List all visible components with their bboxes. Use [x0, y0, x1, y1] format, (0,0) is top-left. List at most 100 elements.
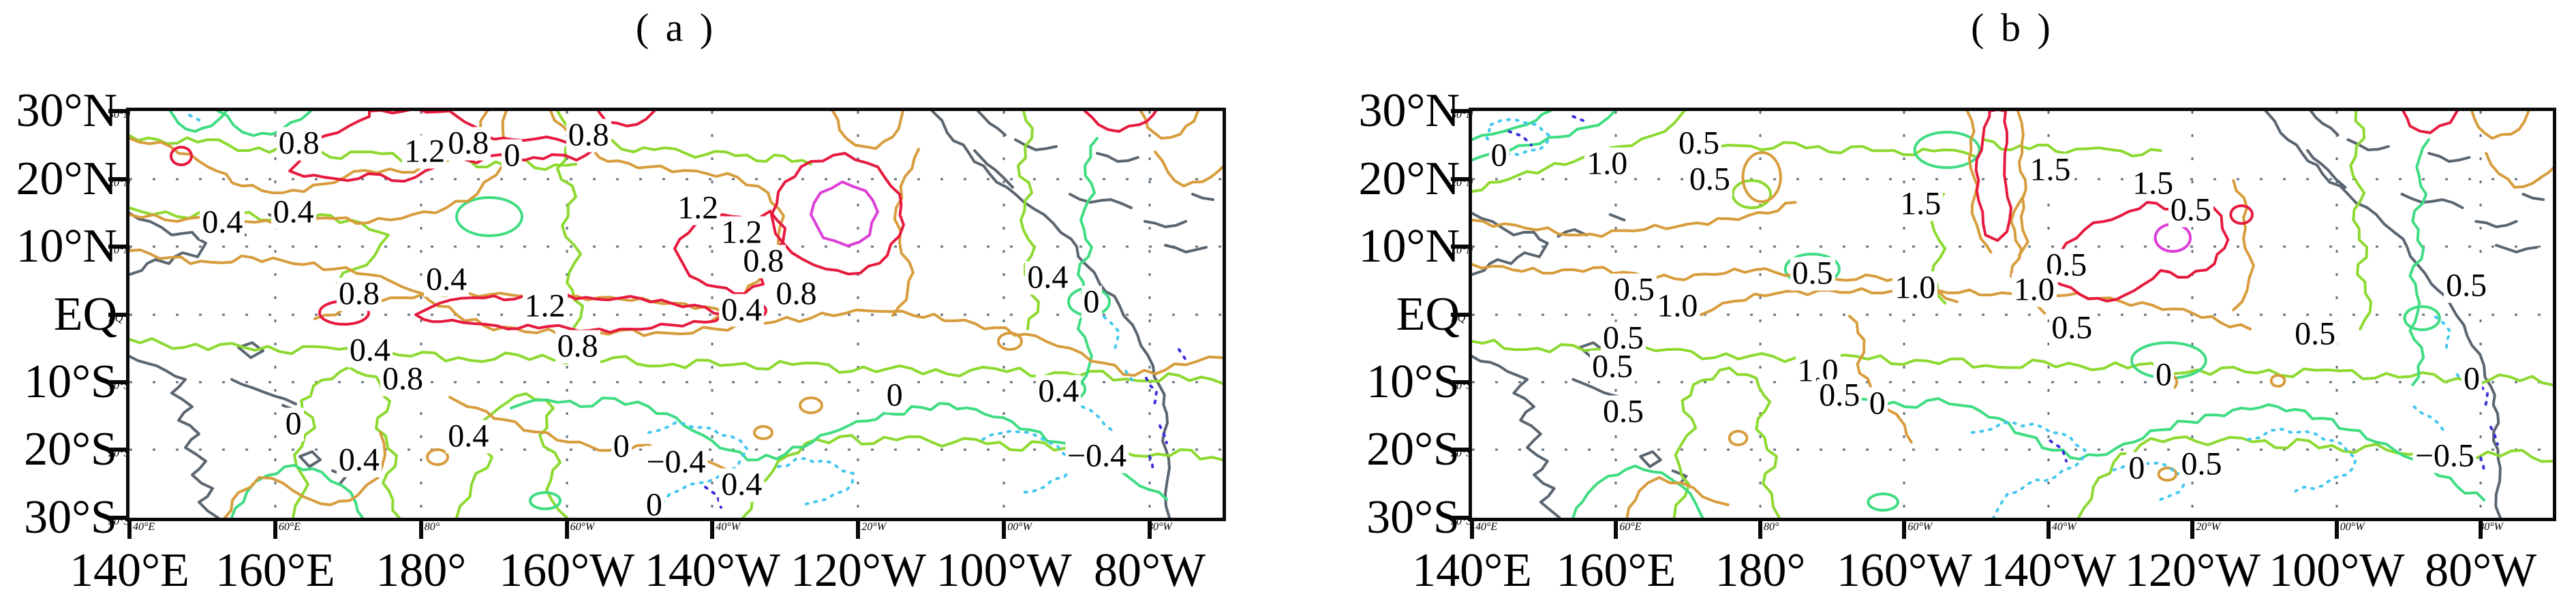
contour-label: 0.5: [1790, 256, 1835, 291]
x-axis-label: 100°W: [936, 544, 1072, 592]
panel-b-x-axis-ticks: 140°E 160°E 180° 160°W 140°W 120°W 100°W 80°W: [1470, 111, 2553, 539]
graticule-lat-line: [129, 313, 1223, 315]
contour-label: 0.8: [336, 277, 382, 311]
contour-label: 1.2: [402, 134, 448, 169]
contour-label: 0.8: [276, 126, 322, 161]
x-axis-tick: 160°W: [1902, 521, 1932, 539]
contour-label: 1.2: [675, 191, 721, 225]
contour-label: 0.5: [1611, 272, 1657, 307]
contour-label: 1.0: [1892, 270, 1938, 305]
x-axis-label: 160°W: [1836, 544, 1972, 592]
contour-label: 0.4: [1025, 260, 1071, 295]
x-axis-label: 100°W: [2269, 544, 2405, 592]
contour-map-b: [1472, 111, 2553, 518]
graticule-lat-line: [1472, 245, 2553, 248]
x-axis-label: 160°W: [499, 544, 635, 592]
y-axis-label: 30°S: [1366, 491, 1460, 544]
contour-label: 0.4: [336, 443, 382, 478]
contour-label: 0.8: [380, 362, 425, 396]
graticule-lon-line: [2479, 111, 2482, 518]
contour-label: 0.5: [2044, 248, 2089, 283]
y-axis-tick: 20°N: [108, 176, 132, 189]
graticule-lon-line: [274, 111, 277, 518]
contour-label: 0.8: [555, 330, 600, 364]
x-axis-label: 160°E: [215, 544, 335, 592]
panel-b-contour-labels: 0 1.0 0.5 0.5 1.5 1.5 1.5 0.5 0.5 0.5 0.5 1.0 1.0 1.0…: [1472, 111, 2553, 518]
y-axis-label: 10°S: [1366, 356, 1460, 409]
y-axis-tick: 20°S: [1451, 448, 1472, 460]
y-axis-tick: 10°S: [108, 380, 129, 392]
x-axis-tick: 140°W: [710, 521, 740, 539]
y-axis-label: 20°S: [1366, 423, 1460, 476]
contour-label: 0.5: [2049, 311, 2095, 345]
contour-label: 0: [611, 429, 632, 463]
contour-label: 0.4: [424, 262, 470, 297]
y-axis-label: 20°N: [16, 152, 117, 205]
contour-label: 0.4: [719, 468, 765, 502]
panel-a: ( a ) 30°N 20°N 10°N EQ 10°S 20°S 30°S 30°N 20°…: [16, 5, 1226, 592]
contour-label: 1.2: [719, 216, 765, 250]
graticule-lon-line: [420, 111, 423, 518]
y-axis-tick: 10°N: [1451, 244, 1474, 256]
x-axis-label: 140°E: [70, 544, 189, 592]
contour-label: 0.5: [1601, 394, 1646, 429]
panel-b-y-axis-labels: 30°N 20°N 10°N EQ 10°S 20°S 30°S: [1255, 84, 1460, 544]
coastline-new-guinea: [129, 355, 219, 518]
contour-label: 0.4: [200, 206, 245, 240]
contour-label: 1.0: [1584, 146, 1630, 181]
y-axis-tick: 30°N: [108, 109, 132, 121]
x-axis-tick: 80°W: [2479, 521, 2503, 539]
contour-label: 0.5: [2179, 448, 2224, 482]
contour-label: 0.4: [719, 293, 765, 327]
graticule-lon-line: [2047, 111, 2050, 518]
contour-label: 0.4: [271, 196, 316, 230]
contour-label: 1.2: [522, 289, 568, 324]
panel-a-x-axis-ticks: 140°E 160°E 180° 160°W 140°W 120°W 100°W 80°W: [127, 111, 1223, 539]
graticule-lat-line: [1472, 313, 2553, 315]
coastline-asia: [129, 212, 207, 276]
graticule-lon-line: [1002, 111, 1005, 518]
contour-label: −0.4: [644, 446, 708, 480]
panel-a-contour-labels: 0.8 1.2 0.8 0 0.8 1.2 1.2 0.8 0.4 0.4 0.8 0.4 1.2 0.8…: [129, 111, 1223, 518]
graticule-lat-line: [1472, 448, 2553, 451]
graticule-lon-line: [857, 111, 859, 518]
panel-a-y-axis-ticks: 30°N 20°N 10°N EQ 10°S 20°S 30°S: [108, 109, 1223, 527]
y-axis-label: 30°S: [24, 491, 117, 544]
graticule-lat-line: [129, 178, 1223, 181]
contour-label: 1.5: [2130, 167, 2176, 201]
y-axis-label: 30°N: [16, 84, 117, 137]
x-axis-tick: 140°E: [1470, 521, 1497, 539]
x-axis-label: 120°W: [2124, 544, 2260, 592]
contour-label: 0: [1081, 285, 1102, 320]
y-axis-tick: 20°S: [108, 448, 129, 460]
panel-b-title: ( b ): [1971, 5, 2054, 50]
x-axis-label: 140°E: [1412, 544, 1532, 592]
contour-label: 1.5: [2027, 153, 2073, 187]
graticule-lon-line: [2335, 111, 2338, 518]
y-axis-label: 30°N: [1358, 84, 1460, 137]
contour-label: 0: [502, 138, 523, 173]
panel-b: ( b ) 30°N 20°N 10°N EQ 10°S 20°S 30°S 30°N 20°…: [1358, 5, 2556, 592]
x-axis-tick: 180°: [418, 521, 440, 539]
panel-b-y-axis-ticks: 30°N 20°N 10°N EQ 10°S 20°S 30°S: [1451, 109, 2553, 527]
graticule-lat-line: [129, 381, 1223, 384]
graticule-lat-line: [1472, 178, 2553, 181]
y-axis-label: 20°S: [24, 423, 117, 476]
panel-a-x-axis-labels: 140°E 160°E 180° 160°W 140°W 120°W 100°W 80°W: [70, 544, 1223, 592]
x-axis-tick: 100°W: [1002, 521, 1032, 539]
contour-label: 0: [283, 407, 304, 441]
x-axis-tick: 160°W: [564, 521, 594, 539]
x-axis-tick: 180°: [1758, 521, 1779, 539]
y-axis-tick: 30°S: [108, 516, 129, 527]
contour-label: 0.5: [1676, 126, 1722, 161]
contour-label: 0: [1488, 138, 1509, 173]
contour-label: 0: [2462, 362, 2483, 396]
contour-label: −0.5: [2412, 439, 2477, 473]
panel-a-title: ( a ): [635, 5, 717, 50]
x-axis-label: 180°: [375, 544, 467, 592]
contour-label: −0.4: [1064, 439, 1129, 473]
contour-label: 0: [643, 488, 664, 518]
panel-a-map: 0.8 1.2 0.8 0 0.8 1.2 1.2 0.8 0.4 0.4 0.8 0.4 1.2 0.8…: [129, 111, 1223, 518]
y-axis-label: 20°N: [1358, 152, 1460, 205]
x-axis-tick: 120°W: [2190, 521, 2220, 539]
